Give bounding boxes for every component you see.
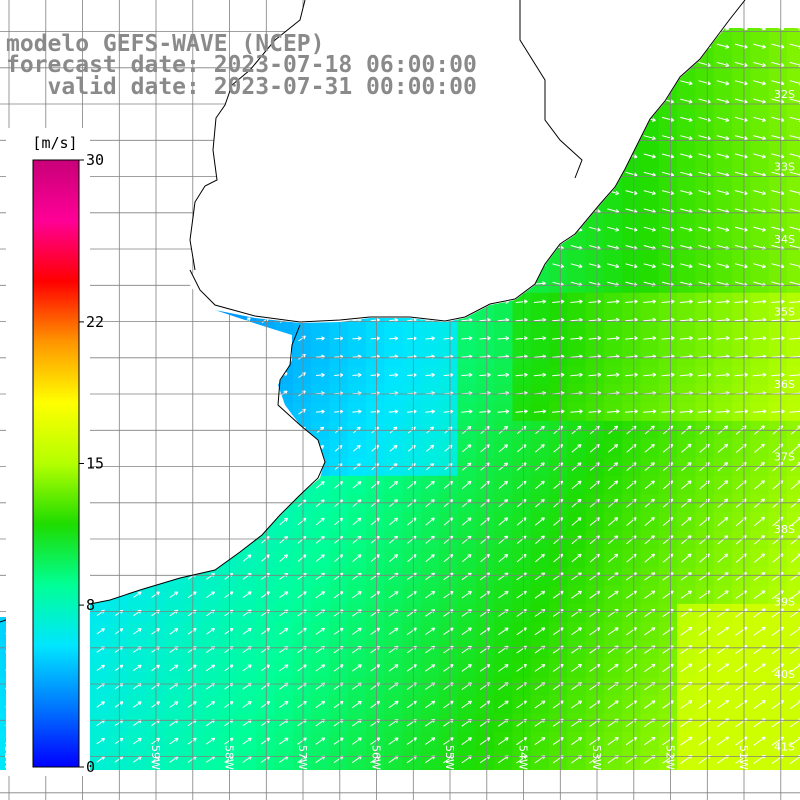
field-cell bbox=[786, 622, 800, 641]
field-cell bbox=[786, 164, 800, 184]
field-cell bbox=[786, 512, 800, 532]
field-cell bbox=[786, 28, 800, 38]
field-cell bbox=[786, 36, 800, 56]
field-cell bbox=[786, 219, 800, 239]
lat-label: 33S bbox=[774, 161, 795, 174]
lat-label: 39S bbox=[774, 596, 795, 609]
field-cell bbox=[786, 713, 800, 733]
field-cell bbox=[786, 549, 800, 568]
lon-label: 55W bbox=[443, 745, 456, 770]
field-cell bbox=[786, 73, 800, 92]
lon-label: 61W bbox=[2, 745, 15, 770]
lon-label: 53W bbox=[590, 745, 603, 770]
lon-label: 58W bbox=[223, 745, 236, 770]
lat-label: 41S bbox=[774, 741, 795, 754]
lon-label: 54W bbox=[517, 745, 530, 770]
lon-label: 56W bbox=[370, 745, 383, 770]
field-cell bbox=[786, 256, 800, 275]
field-cell bbox=[786, 439, 800, 458]
field-cell bbox=[786, 128, 800, 147]
field-cell bbox=[786, 201, 800, 221]
lat-label: 36S bbox=[774, 378, 795, 391]
field-cell bbox=[732, 28, 751, 38]
lon-label: 59W bbox=[149, 745, 162, 770]
field-cell bbox=[768, 28, 788, 38]
field-cell bbox=[786, 237, 800, 257]
field-cell bbox=[786, 494, 800, 513]
lon-label: 60W bbox=[76, 745, 89, 770]
field-cell bbox=[786, 91, 800, 111]
field-cell bbox=[786, 146, 800, 166]
lat-label: 34S bbox=[774, 233, 795, 246]
lat-label: 35S bbox=[774, 306, 795, 319]
field-cell bbox=[786, 640, 800, 660]
valid-date: valid date: 2023-07-31 00:00:00 bbox=[6, 74, 477, 100]
lat-label: 40S bbox=[774, 668, 795, 681]
field-cell bbox=[786, 695, 800, 715]
field-cell bbox=[786, 109, 800, 129]
field-cell bbox=[786, 567, 800, 587]
lat-label: 38S bbox=[774, 523, 795, 536]
lon-label: 57W bbox=[296, 745, 309, 770]
lat-label: 37S bbox=[774, 451, 795, 464]
lon-label: 52W bbox=[664, 745, 677, 770]
lon-label: 51W bbox=[737, 745, 750, 770]
field-cell bbox=[786, 475, 800, 495]
field-cell bbox=[786, 274, 800, 294]
field-cell bbox=[786, 183, 800, 202]
field-cell bbox=[750, 28, 770, 38]
field-cell bbox=[713, 28, 733, 38]
lat-label: 32S bbox=[774, 88, 795, 101]
field-cell bbox=[786, 54, 800, 74]
